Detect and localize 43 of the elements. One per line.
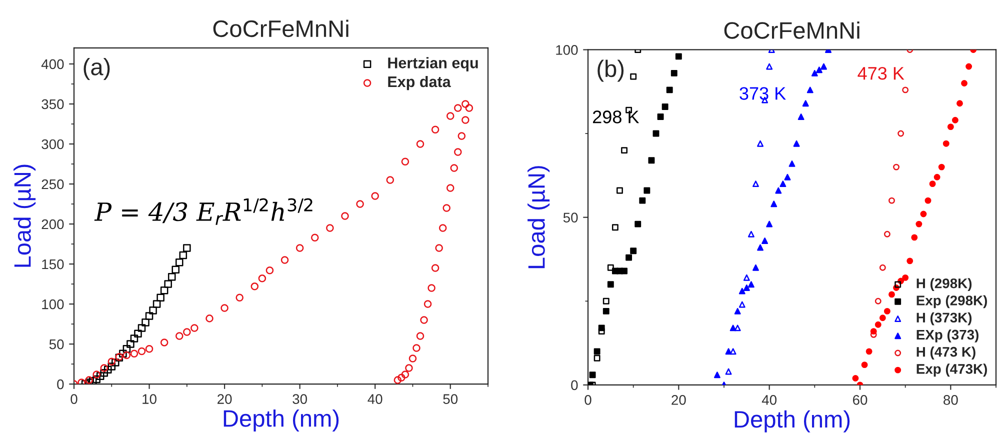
y-tick-label: 50 — [563, 212, 578, 223]
x-tick-label: 40 — [762, 395, 777, 405]
legend-label: EXp (373) — [916, 329, 978, 342]
y-axis-title: Load (µN) — [14, 164, 36, 267]
chart-title: CoCrFeMnNi — [213, 20, 348, 38]
x-tick-label: 30 — [292, 394, 307, 404]
y-tick-label: 250 — [42, 179, 64, 190]
y-tick-label: 200 — [42, 219, 64, 230]
x-tick-label: 0 — [584, 395, 592, 405]
y-axis-title: Load (µN) — [528, 166, 550, 268]
annotation: 373 K — [740, 87, 786, 100]
x-tick-label: 0 — [70, 394, 78, 404]
legend-label: Exp (298K) — [916, 295, 987, 308]
chart-title: CoCrFeMnNi — [724, 22, 860, 39]
y-tick-label: 0 — [57, 379, 64, 390]
y-tick-label: 100 — [42, 299, 64, 310]
x-tick-label: 20 — [218, 394, 232, 404]
y-tick-label: 350 — [42, 99, 64, 110]
legend-label: H (373K) — [916, 312, 972, 326]
y-tick-label: 400 — [41, 59, 64, 70]
annotation: 298 K — [592, 110, 640, 124]
annotation: (b) — [598, 60, 624, 82]
x-tick-label: 40 — [368, 394, 382, 404]
legend-label: Exp (473K) — [916, 364, 987, 377]
legend-label: Hertzian equ — [388, 57, 478, 72]
x-axis-title: Depth (nm) — [224, 410, 339, 432]
x-tick-label: 80 — [944, 395, 958, 405]
y-tick-label: 100 — [556, 45, 578, 55]
legend-label: H (298K) — [916, 278, 972, 292]
annotation: (a) — [84, 58, 110, 80]
x-tick-label: 50 — [443, 394, 458, 404]
y-tick-label: 0 — [571, 380, 578, 390]
x-tick-label: 10 — [142, 394, 156, 404]
y-tick-label: 300 — [42, 139, 64, 150]
x-tick-label: 20 — [672, 395, 686, 405]
legend-label: H (473 K) — [916, 346, 976, 360]
x-axis-title: Depth (nm) — [734, 410, 850, 432]
legend-label: Exp data — [388, 76, 451, 90]
y-tick-label: 50 — [49, 339, 64, 350]
x-tick-label: 60 — [852, 395, 868, 405]
annotation: 473 K — [858, 66, 904, 80]
annotation: P = 4/3 E$_{r}$R$^{1/2}$h$^{3/2}$ — [94, 198, 312, 225]
y-tick-label: 150 — [42, 259, 64, 270]
